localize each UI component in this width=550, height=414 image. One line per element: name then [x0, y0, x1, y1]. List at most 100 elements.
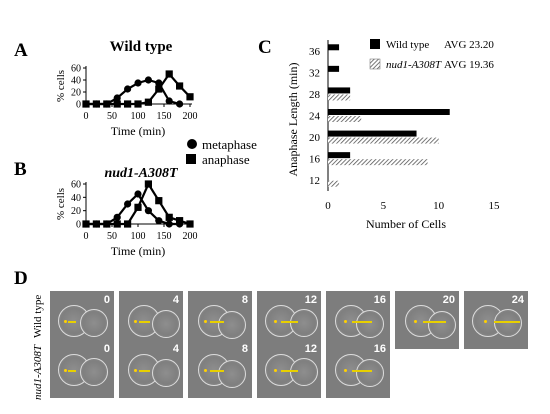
timelapse-frame: 12 [257, 291, 321, 349]
spindle-signal [281, 370, 298, 372]
panel-letter-a: A [14, 40, 28, 61]
chart-c-category-label: 12 [309, 175, 320, 187]
chart-b-x-tick-label: 50 [107, 231, 117, 242]
chart-a-x-tick-label: 50 [107, 111, 117, 122]
chart-c-y-axis-label: Anaphase Length (min) [286, 63, 300, 177]
timelapse-frame: 16 [326, 340, 390, 398]
chart-c-category-label: 28 [309, 89, 321, 101]
frame-time-label: 12 [304, 294, 317, 306]
chart-a-point-anaphase [176, 82, 184, 90]
chart-a-x-tick-label: 100 [131, 111, 146, 122]
chart-a-point-metaphase [144, 76, 152, 84]
legend-metaphase-marker [187, 139, 197, 149]
spindle-signal [210, 370, 224, 372]
spindle-pole-signal [484, 320, 487, 323]
chart-b-point-anaphase [92, 220, 100, 228]
spindle-pole-signal [344, 320, 347, 323]
frame-time-label: 8 [241, 294, 248, 306]
chart-c-bar-mutant [328, 180, 340, 187]
chart-a-point-anaphase [144, 98, 152, 106]
cell-outline [218, 360, 246, 388]
spindle-signal [494, 321, 520, 323]
chart-b-y-tick-label: 60 [71, 180, 81, 191]
chart-a-y-tick-label: 0 [76, 100, 81, 111]
spindle-pole-signal [274, 320, 277, 323]
chart-b-point-anaphase [186, 220, 194, 228]
chart-c-x-tick-label: 0 [325, 200, 331, 212]
chart-a-point-metaphase [113, 94, 121, 102]
spindle-signal [210, 321, 224, 323]
chart-a-y-tick-label: 20 [71, 88, 81, 99]
chart-c-bar-mutant [328, 94, 351, 101]
timelapse-frame: 8 [188, 340, 252, 398]
spindle-pole-signal [64, 369, 67, 372]
chart-b-y-tick-label: 0 [76, 220, 81, 231]
panel-a-title: Wild type [110, 39, 173, 55]
panel-b-title: nud1-A308T [104, 166, 179, 181]
chart-a-y-tick-label: 60 [71, 64, 81, 75]
timelapse-frame: 0 [50, 340, 114, 398]
chart-c-bar-wildtype [328, 65, 340, 72]
frame-time-label: 16 [373, 294, 386, 306]
chart-a-point-metaphase [134, 79, 142, 87]
chart-a-y-tick-label: 40 [71, 76, 81, 87]
chart-b-point-metaphase [113, 213, 121, 221]
spindle-signal [68, 370, 76, 372]
chart-a-point-anaphase [82, 100, 90, 108]
frame-time-label: 0 [103, 343, 110, 355]
cell-outline [290, 309, 318, 337]
chart-c-x-tick-label: 5 [381, 200, 387, 212]
frame-time-label: 12 [304, 343, 317, 355]
spindle-pole-signal [274, 369, 277, 372]
chart-a-point-anaphase [155, 85, 163, 93]
chart-b-point-metaphase [144, 207, 152, 215]
chart-b-point-anaphase [82, 220, 90, 228]
cell-outline [290, 358, 318, 386]
legend-c-wildtype-swatch [370, 39, 380, 49]
chart-c-x-tick-label: 15 [489, 200, 501, 212]
chart-b-point-metaphase [155, 217, 163, 225]
chart-b-x-axis-label: Time (min) [111, 244, 166, 258]
chart-a-x-axis-label: Time (min) [111, 124, 166, 138]
timelapse-frame: 16 [326, 291, 390, 349]
timelapse-frame: 12 [257, 340, 321, 398]
spindle-pole-signal [204, 320, 207, 323]
row-label-mutant: nud1-A308T [32, 345, 44, 400]
legend-anaphase-label: anaphase [202, 152, 250, 167]
chart-b-x-tick-label: 100 [131, 231, 146, 242]
chart-c-bar-mutant [328, 116, 362, 122]
chart-c-bar-wildtype [328, 44, 340, 51]
timelapse-frame: 4 [119, 291, 183, 349]
spindle-signal [139, 321, 150, 323]
spindle-signal [68, 321, 76, 323]
panel-c-chart: 12 16 20 24 28 32 36 0 5 10 15 Number of Cells Anaph… [286, 39, 500, 231]
legend-c-mutant-label: nud1-A308T [386, 59, 442, 71]
chart-a-point-anaphase [124, 100, 132, 108]
cell-outline [218, 311, 246, 339]
chart-a-point-anaphase [103, 100, 111, 108]
panel-letter-c: C [258, 37, 272, 58]
chart-b-point-metaphase [134, 190, 142, 198]
chart-a-point-metaphase [176, 100, 184, 108]
frame-time-label: 16 [373, 343, 386, 355]
timelapse-frame: 20 [395, 291, 459, 349]
legend-c-mutant-swatch [369, 58, 381, 70]
chart-c-x-tick-label: 10 [433, 200, 445, 212]
legend-c: Wild type AVG 23.20 nud1-A308T AVG 19.36 [369, 39, 494, 71]
frame-time-label: 4 [172, 343, 179, 355]
chart-a-point-metaphase [124, 85, 132, 93]
chart-c-category-label: 16 [309, 154, 321, 166]
chart-b-line-metaphase [86, 192, 180, 226]
panel-letter-b: B [14, 159, 27, 180]
chart-c-bar-mutant [328, 137, 439, 144]
chart-c-bar-wildtype [328, 152, 351, 159]
chart-b-x-tick-label: 150 [157, 231, 172, 242]
chart-a-x-tick-label: 200 [183, 111, 198, 122]
spindle-pole-signal [134, 320, 137, 323]
cell-outline [80, 358, 108, 386]
chart-a-line-metaphase [86, 78, 180, 106]
chart-c-bar-wildtype [328, 130, 417, 137]
chart-b-x-tick-label: 0 [84, 231, 89, 242]
chart-a-point-anaphase [186, 93, 194, 101]
cell-outline [152, 359, 180, 387]
